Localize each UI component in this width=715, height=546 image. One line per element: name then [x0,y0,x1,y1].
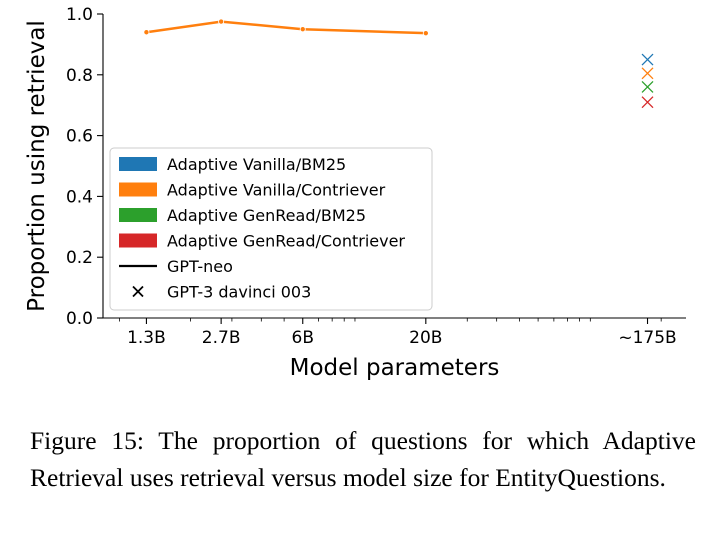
legend-swatch [119,233,157,248]
chart: 0.0 0.2 0.4 0.6 0.8 1.0 1.3B 2.7B 6B 20B ~175B Mod… [24,5,686,381]
y-tick-label: 0.2 [66,248,93,268]
legend-label: Adaptive GenRead/Contriever [167,232,405,251]
x-axis-label: Model parameters [290,355,500,381]
series-layer [143,18,654,109]
axis-ticks: 0.0 0.2 0.4 0.6 0.8 1.0 1.3B 2.7B 6B 20B ~175B [66,5,677,348]
gpt3-x-marker [641,67,654,80]
figure-caption: Figure 15: The proportion of questions f… [30,426,696,492]
x-marker-stroke [641,67,654,80]
legend-x-marker [132,285,144,298]
plot-area: 0.0 0.2 0.4 0.6 0.8 1.0 1.3B 2.7B 6B 20B ~175B [66,5,686,348]
x-marker-stroke [641,96,654,109]
x-marker-stroke [132,285,144,298]
x-marker-stroke [641,81,654,93]
gpt3-x-marker [641,96,654,109]
legend: Adaptive Vanilla/BM25 Adaptive Vanilla/Co… [109,147,433,311]
legend-label: Adaptive GenRead/BM25 [167,206,366,225]
x-tick-label: 2.7B [202,328,241,348]
x-tick-label: 1.3B [127,328,166,348]
y-tick-label: 0.0 [66,309,93,329]
x-minor-ticks [119,318,662,322]
data-point [422,30,429,37]
x-tick-label: 20B [409,328,442,348]
data-point [143,29,150,36]
x-marker-stroke [641,53,654,66]
data-point [299,26,306,33]
legend-swatch [119,208,157,222]
series-line [146,20,426,35]
legend-label: Adaptive Vanilla/BM25 [167,155,346,174]
legend-label: GPT-3 davinci 003 [167,283,311,302]
gpt3-x-marker [641,81,654,93]
gpt3-x-marker [641,53,654,66]
x-tick-label: 6B [292,328,314,348]
legend-swatch [119,182,157,197]
y-tick-label: 0.6 [66,127,93,147]
y-axis-label: Proportion using retrieval [24,20,50,312]
legend-label: Adaptive Vanilla/Contriever [167,181,386,200]
y-tick-label: 1.0 [66,5,93,25]
y-tick-label: 0.4 [66,187,93,207]
legend-swatch [119,157,157,171]
data-point [218,18,225,25]
x-tick-label: ~175B [618,328,676,348]
y-tick-label: 0.8 [66,66,93,86]
legend-box [109,147,433,311]
legend-label: GPT-neo [167,257,233,276]
